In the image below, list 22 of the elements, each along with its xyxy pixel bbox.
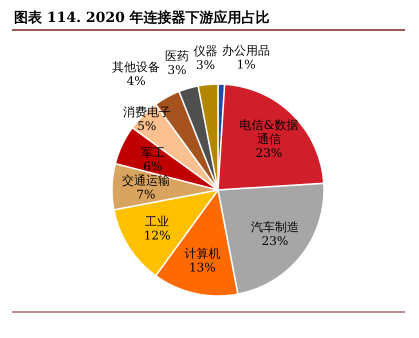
slice-label: 交通运输 bbox=[122, 174, 170, 188]
slice-label: 电信&数据通信 bbox=[240, 118, 298, 146]
data-label: 13% bbox=[188, 260, 216, 274]
data-label: 6% bbox=[143, 159, 162, 174]
slice-label: 汽车制造 bbox=[250, 220, 299, 234]
data-label: 23% bbox=[262, 234, 288, 248]
slice-label: 工业 bbox=[145, 214, 170, 229]
slice-label: 办公用品 bbox=[222, 44, 270, 58]
data-label: 3% bbox=[196, 58, 216, 72]
chart-title: 图表 114. 2020 年连接器下游应用占比 bbox=[14, 9, 270, 26]
slice-label: 军工 bbox=[140, 145, 165, 160]
data-label: 1% bbox=[236, 58, 256, 72]
data-label: 12% bbox=[144, 228, 170, 243]
slice-label: 医药 bbox=[165, 48, 190, 63]
data-label: 23% bbox=[256, 146, 282, 160]
data-label: 5% bbox=[137, 118, 156, 133]
slice-label: 仪器 bbox=[194, 44, 218, 58]
slice-label: 计算机 bbox=[184, 246, 220, 260]
data-label: 3% bbox=[168, 62, 187, 77]
data-label: 4% bbox=[126, 74, 146, 88]
slice-label: 其他设备 bbox=[112, 60, 160, 74]
data-label: 7% bbox=[136, 188, 156, 202]
